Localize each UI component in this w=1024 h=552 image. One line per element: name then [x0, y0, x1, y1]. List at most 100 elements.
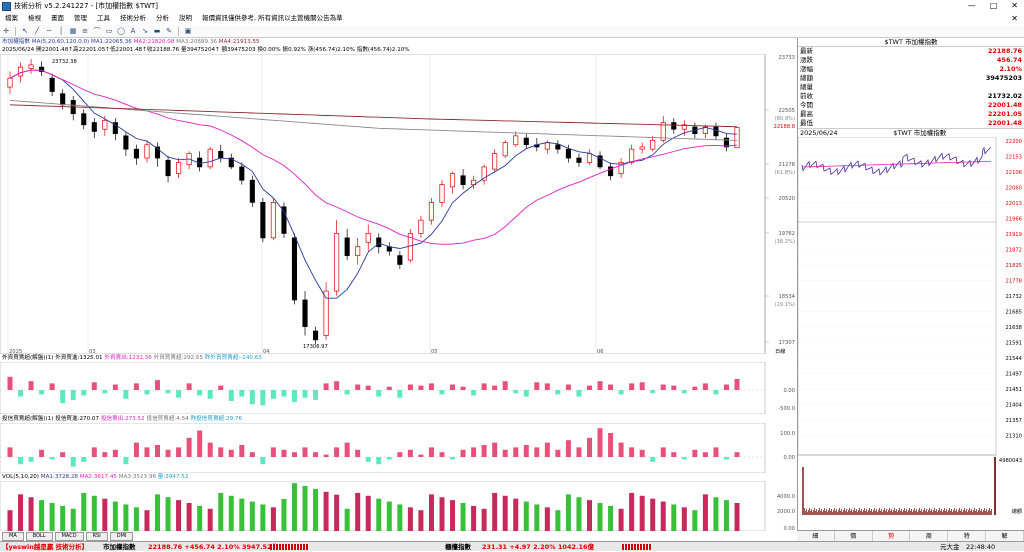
menu-file[interactable]: 檔案 — [5, 14, 18, 22]
flow-bar — [523, 390, 529, 397]
tab-week[interactable]: 周 — [910, 531, 949, 541]
minimize-button[interactable]: — — [967, 1, 976, 10]
volume-chart[interactable]: 4000.0 2000.0 0.00 — [0, 481, 797, 531]
vline-tool-icon[interactable]: │ — [58, 26, 64, 35]
flow-bar — [629, 383, 635, 390]
flow-bar — [481, 383, 487, 390]
tab-special[interactable]: 特 — [948, 531, 987, 541]
flow-bar — [376, 390, 382, 397]
intraday-chart[interactable]: 22200 22153 22106 22060 22013 21966 21919 21872… — [797, 136, 1024, 519]
grid-tool-icon[interactable]: ▦ — [69, 26, 77, 35]
intraday-volume-bar — [883, 510, 884, 515]
intraday-volume-bar — [934, 508, 935, 515]
price-axis-label: 18534 — [778, 294, 795, 300]
menu-tools[interactable]: 工具 — [97, 14, 110, 22]
text-tool-icon[interactable]: A — [130, 26, 136, 35]
crosshair-icon[interactable]: ✛ — [3, 26, 9, 35]
volume-bar — [133, 507, 139, 531]
volume-bar — [60, 505, 66, 531]
intraday-volume-bar — [820, 511, 821, 515]
flow-bar — [365, 385, 371, 390]
intraday-volume-bar — [936, 509, 937, 515]
candle-body — [228, 157, 234, 168]
tab-detail[interactable]: 細 — [797, 531, 835, 541]
tab-macd[interactable]: MACD — [54, 532, 84, 541]
menu-help[interactable]: 說明 — [179, 14, 192, 22]
intraday-axis-label: 21638 — [1005, 325, 1022, 331]
intraday-volume-bar — [814, 508, 815, 515]
price-axis-label: (80.9%) — [774, 116, 795, 122]
quote-value: 22201.05 — [987, 110, 1022, 118]
foreign-prev-label: 昨外資買賣超:-140.63 — [204, 355, 262, 361]
flow-bar — [197, 390, 203, 396]
candle-body — [39, 66, 45, 72]
intraday-volume-bar — [890, 511, 891, 515]
candle-body — [28, 64, 34, 69]
tab-boll[interactable]: BOLL — [25, 532, 53, 541]
menu-screen[interactable]: 畫面 — [51, 14, 64, 22]
intraday-volume-bar — [966, 509, 967, 515]
price-chart[interactable]: 23733 22505 (80.9%) 22188.8 21278 (61.8%) 2052… — [0, 54, 797, 354]
high-price-label: 23732.38 — [52, 59, 77, 65]
intraday-volume-bar — [844, 508, 845, 515]
x-axis-label: 2025 — [9, 349, 22, 354]
cursor-icon[interactable]: ↖ — [22, 26, 28, 35]
flow-bar — [460, 449, 466, 457]
intraday-volume-bar — [964, 508, 965, 515]
tab-trend[interactable]: 勢 — [873, 531, 911, 541]
intraday-volume-bar — [902, 512, 903, 515]
ime-indicator[interactable]: 元大金 — [940, 543, 960, 551]
intraday-volume-bar — [893, 510, 894, 515]
tab-analysis[interactable]: 解 — [986, 531, 1024, 541]
intraday-volume-bar — [953, 510, 954, 515]
index1-name: 市加權指數 — [103, 543, 136, 551]
intraday-volume-bar — [903, 510, 904, 515]
index1-mini-bars — [270, 544, 308, 550]
quote-value: 456.74 — [996, 56, 1022, 64]
vol-title: VOL(5,10,20) — [2, 474, 39, 480]
menu-technical[interactable]: 技術分析 — [120, 14, 146, 22]
volume-bar — [239, 498, 245, 531]
intraday-volume-bar — [827, 512, 828, 515]
intraday-volume-bar — [804, 508, 805, 515]
menu-view[interactable]: 檢視 — [28, 14, 41, 22]
ellipse-tool-icon[interactable]: ◯ — [117, 26, 125, 35]
flow-bar — [49, 457, 55, 460]
menu-manage[interactable]: 管理 — [74, 14, 87, 22]
fib-tool-icon[interactable]: ≡ — [82, 26, 88, 35]
intraday-volume-bar — [846, 509, 847, 515]
hline-tool-icon[interactable]: ─ — [46, 26, 52, 35]
tab-rsi[interactable]: RSI — [85, 532, 108, 541]
index2-mini-bars — [622, 544, 652, 550]
volume-bar — [270, 507, 276, 531]
quote-row: 最低 22001.48 — [798, 119, 1024, 128]
erase-tool-icon[interactable]: ✎ — [166, 26, 172, 35]
mdi-close-button[interactable]: ✕ — [1011, 14, 1018, 23]
tab-dmi[interactable]: DMI — [109, 532, 134, 541]
flow-bar — [334, 381, 340, 390]
tab-ma[interactable]: MA — [2, 532, 24, 541]
arrow-tool-icon[interactable]: ➘ — [142, 26, 148, 35]
line-tool-icon[interactable]: ╱ — [34, 26, 40, 35]
volume-bar — [418, 510, 424, 531]
color-tool-icon[interactable]: ▬ — [153, 26, 161, 35]
rect-tool-icon[interactable]: ▭ — [105, 26, 113, 35]
volume-bar — [165, 497, 171, 531]
tab-price[interactable]: 價 — [835, 531, 873, 541]
price-axis-label: 22188.8 — [774, 124, 795, 130]
flow-bar — [176, 390, 182, 398]
foreign-chart[interactable]: 0.00 -500.0 — [0, 362, 797, 414]
save-icon[interactable]: ▣ — [184, 26, 192, 35]
intraday-axis-label: 21685 — [1005, 310, 1022, 316]
close-button[interactable]: ✕ — [1011, 1, 1018, 10]
intraday-volume-bar — [832, 512, 833, 515]
intraday-volume-bar — [838, 510, 839, 515]
arc-tool-icon[interactable]: ⌒ — [93, 26, 101, 35]
intraday-volume-bar — [865, 511, 866, 515]
invest-chart[interactable]: 100.0 0.00 — [0, 423, 797, 473]
menu-analysis[interactable]: 分析 — [156, 14, 169, 22]
chart-area[interactable]: 市加權指數 MA(5,20,60,120,0,0) MA1:22065.36 M… — [0, 38, 797, 541]
maximize-button[interactable]: □ — [989, 1, 998, 10]
intraday-volume-bar — [806, 509, 807, 515]
intraday-volume-bar — [928, 510, 929, 515]
